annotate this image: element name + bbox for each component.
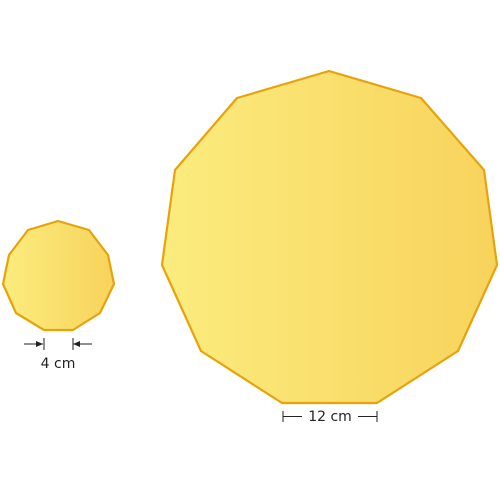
left-arrowhead xyxy=(36,341,43,347)
small-decagon-shape xyxy=(1,219,116,332)
large-decagon-shape xyxy=(160,69,499,405)
large-side-label: 12 cm xyxy=(308,409,352,425)
large-side-dimension: 12 cm xyxy=(282,409,378,425)
small-side-label: 4 cm xyxy=(41,356,76,372)
small-decagon xyxy=(1,219,116,332)
right-arrowhead xyxy=(73,341,80,347)
large-decagon xyxy=(160,69,499,405)
small-side-dimension: 4 cm xyxy=(24,338,92,372)
